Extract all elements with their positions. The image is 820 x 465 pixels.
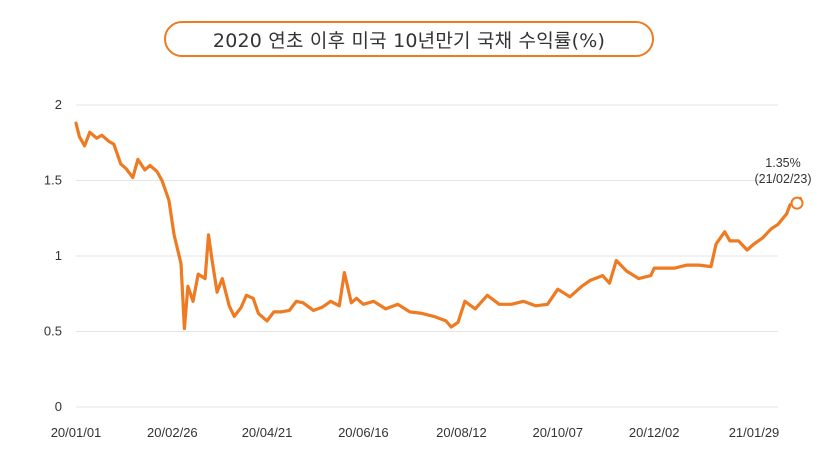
latest-point-marker — [790, 196, 804, 210]
annotation-date-label: (21/02/23) — [755, 172, 812, 186]
chart-title: 2020 연초 이후 미국 10년만기 국채 수익률(%) — [164, 21, 654, 57]
yield-line — [74, 121, 803, 331]
x-tick-label: 20/12/02 — [629, 425, 680, 440]
grid-lines — [76, 104, 778, 408]
chart-title-text: 2020 연초 이후 미국 10년만기 국채 수익률(%) — [212, 29, 606, 52]
x-tick-label: 20/06/16 — [338, 425, 389, 440]
x-tick-label: 20/04/21 — [242, 425, 293, 440]
x-axis-ticks: 20/01/01 20/02/26 20/04/21 20/06/16 20/08/12… — [51, 425, 780, 440]
y-tick-label: 0.5 — [44, 324, 62, 339]
x-tick-label: 20/08/12 — [436, 425, 487, 440]
y-tick-label: 0 — [55, 399, 62, 414]
x-tick-label: 20/02/26 — [147, 425, 198, 440]
x-tick-label: 20/10/07 — [533, 425, 584, 440]
x-tick-label: 21/01/29 — [729, 425, 780, 440]
y-tick-label: 1 — [55, 248, 62, 263]
y-tick-label: 1.5 — [44, 173, 62, 188]
y-axis-ticks: 0 0.5 1 1.5 2 — [44, 97, 62, 414]
x-tick-label: 20/01/01 — [51, 425, 102, 440]
y-tick-label: 2 — [55, 97, 62, 112]
annotation-value-label: 1.35% — [765, 156, 800, 170]
